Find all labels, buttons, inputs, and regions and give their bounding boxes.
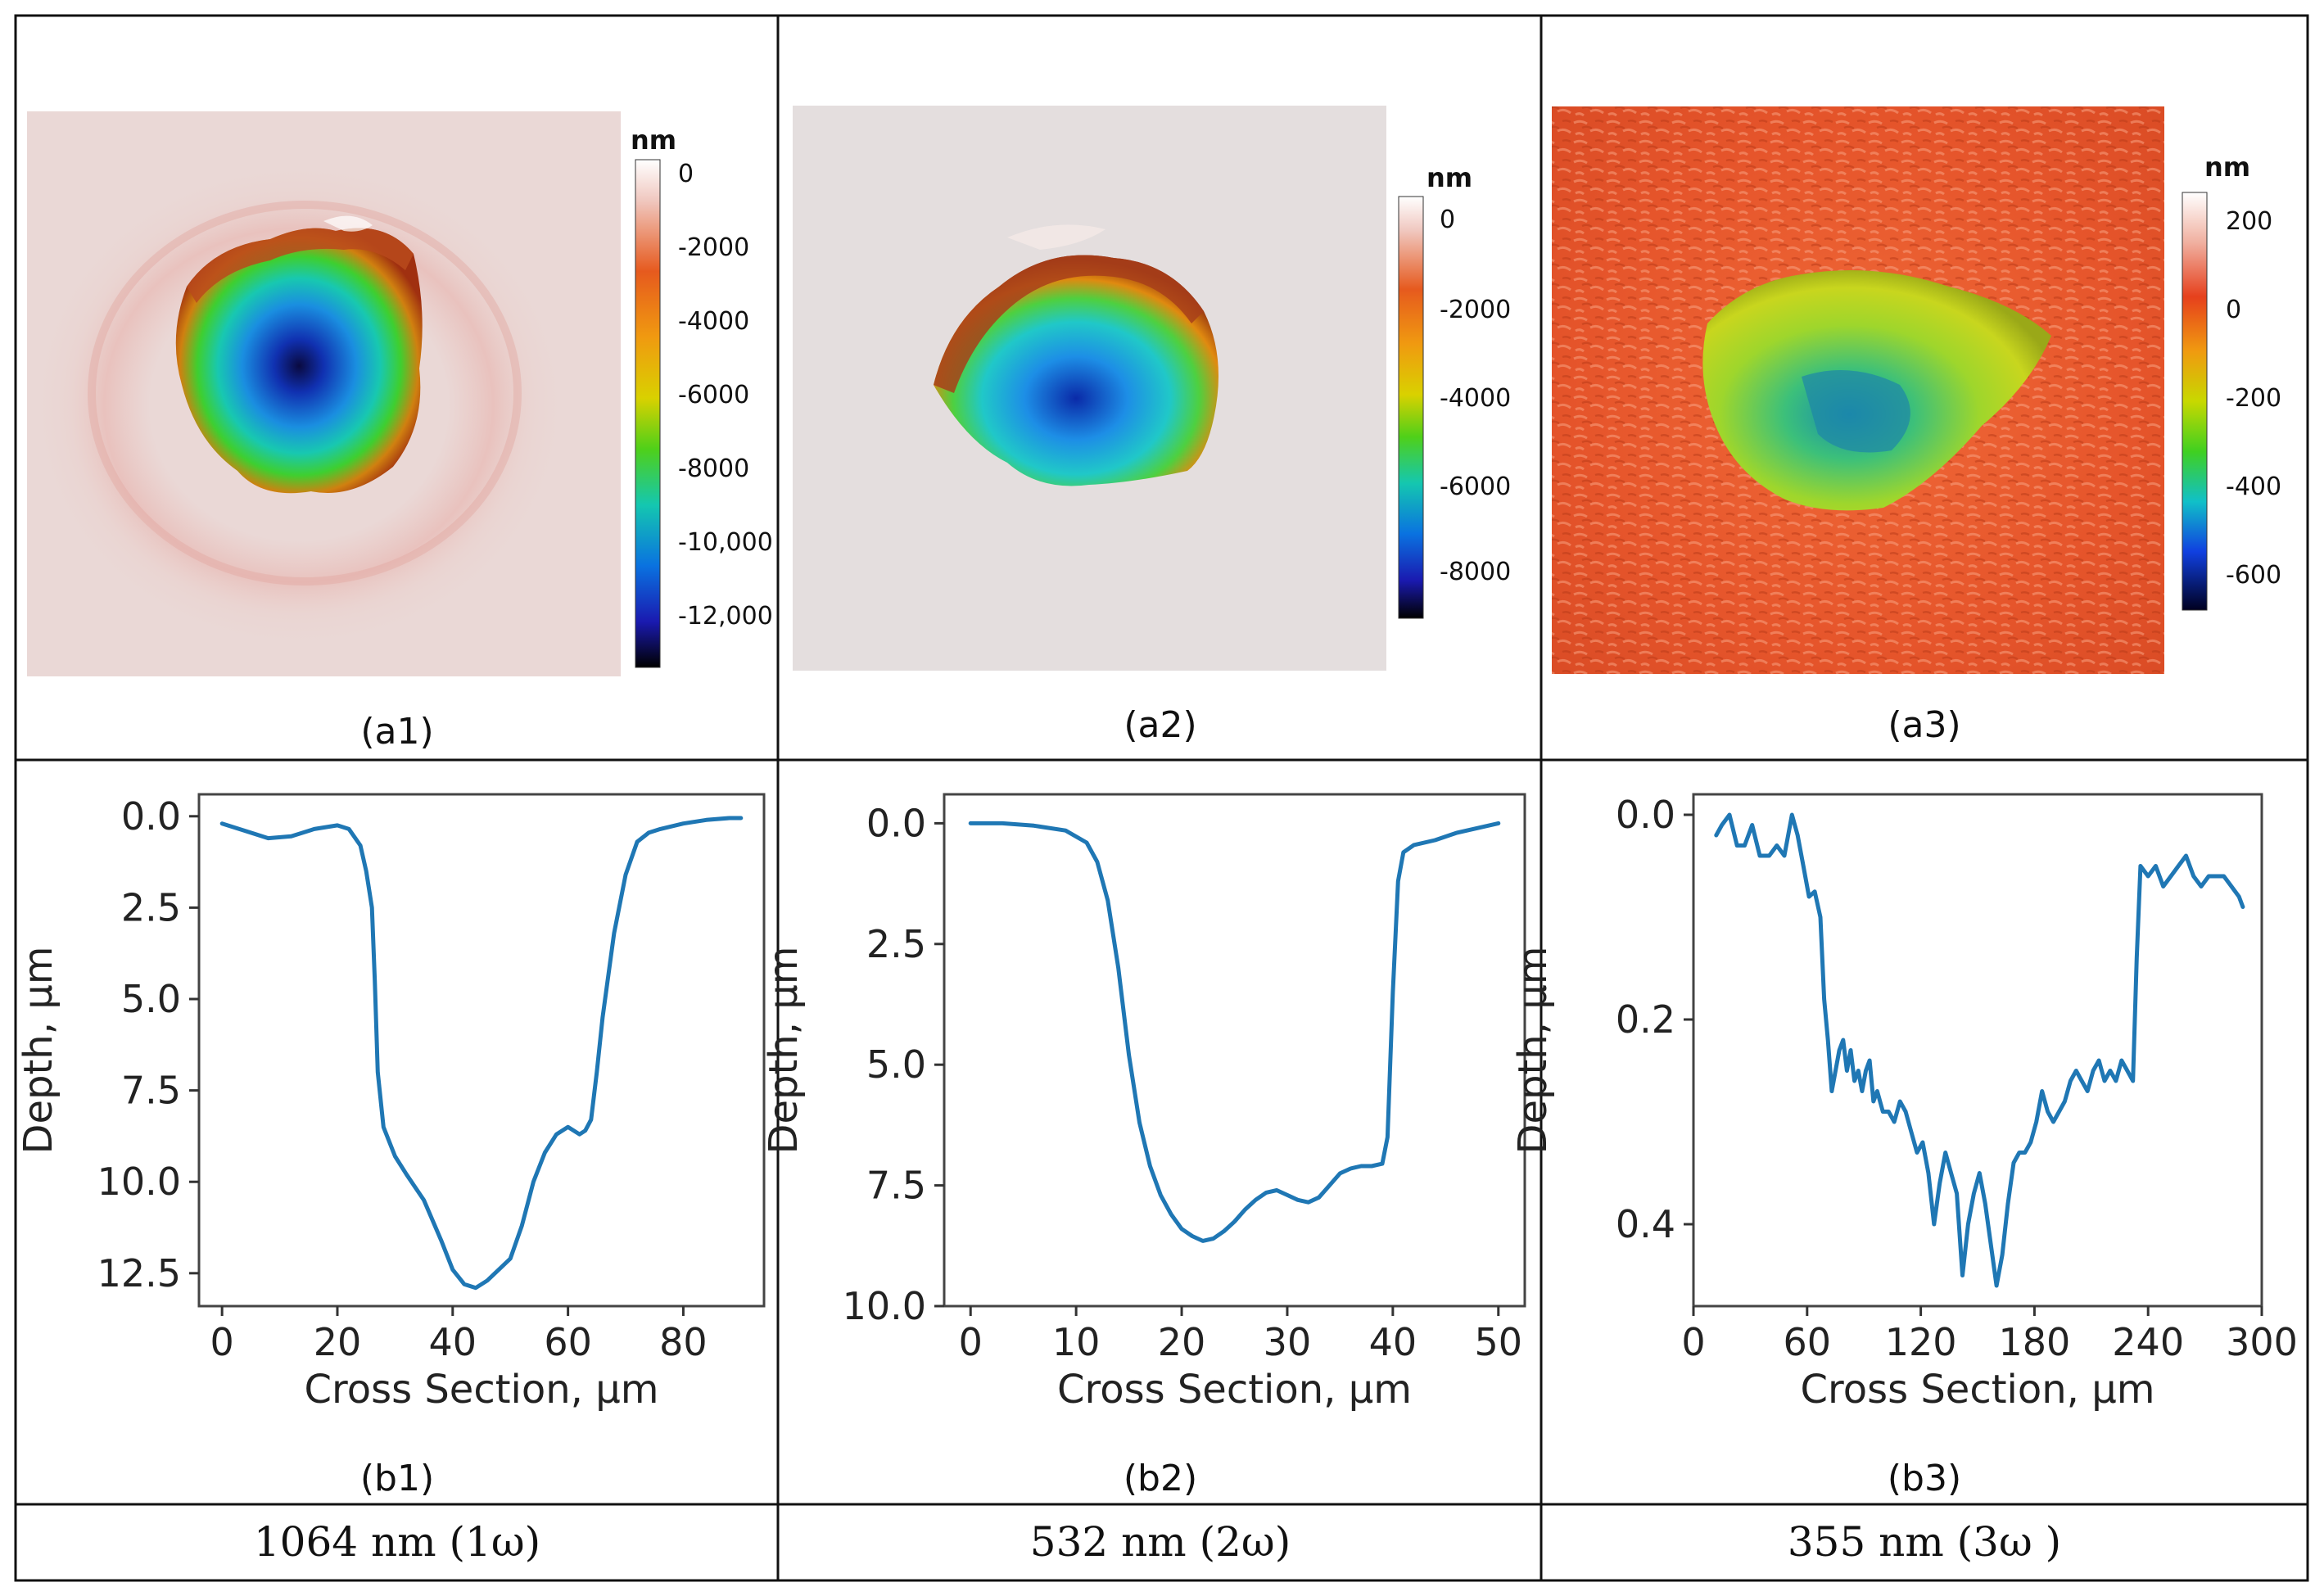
depth-profile-line xyxy=(219,816,744,1291)
colorbar-tick-a2: -4000 xyxy=(1440,384,1511,413)
colorbar-tick-a1: -4000 xyxy=(678,307,749,336)
colorbar-a2 xyxy=(1398,196,1424,619)
x-tick-label: 180 xyxy=(1998,1320,2070,1364)
caption-b1: (b1) xyxy=(360,1458,434,1499)
x-tick-label: 20 xyxy=(314,1320,362,1364)
y-tick-label: 7.5 xyxy=(121,1069,181,1113)
colorbar-tick-a3: 0 xyxy=(2226,296,2241,324)
depth-profile-chart-b1: 0 20 40 60 80 0.0 2.5 5.0 7.5 10.0 12.5 Cross Secti… xyxy=(16,793,766,1499)
rim-highlight-a1 xyxy=(323,215,373,232)
y-tick-label: 5.0 xyxy=(121,977,181,1021)
y-tick-label: 10.0 xyxy=(97,1160,181,1204)
wavelength-label-1: 1064 nm (1ω) xyxy=(254,1518,540,1566)
depth-profile-chart-b3: 0 60 120 180 240 300 0.0 0.2 0.4 Cross Section, μ… xyxy=(1510,793,2298,1499)
colorbar-unit-a2: nm xyxy=(1427,162,1472,193)
colorbar-tick-a3: 200 xyxy=(2226,207,2272,236)
plot-area-b2: 0 10 20 30 40 50 0.0 2.5 5.0 7.5 10.0 Cross Section… xyxy=(761,793,1526,1413)
y-tick-label: 2.5 xyxy=(121,885,181,929)
x-axis-label: Cross Section, μm xyxy=(1801,1367,2155,1413)
plot-area-b1: 0 20 40 60 80 0.0 2.5 5.0 7.5 10.0 12.5 Cross Secti… xyxy=(16,793,766,1413)
plot-area-b3: 0 60 120 180 240 300 0.0 0.2 0.4 Cross Section, μ… xyxy=(1510,793,2298,1413)
x-tick-label: 50 xyxy=(1474,1320,1522,1364)
plot-frame xyxy=(1692,793,2263,1308)
y-tick-label: 10.0 xyxy=(843,1284,926,1328)
x-tick-label: 240 xyxy=(2112,1320,2184,1364)
table-border xyxy=(14,14,2309,1582)
depth-profile-line xyxy=(1714,812,2245,1288)
x-axis-label: Cross Section, μm xyxy=(305,1367,659,1413)
crater-a1 xyxy=(175,228,423,494)
plot-frame xyxy=(197,793,766,1308)
y-tick-label: 0.4 xyxy=(1616,1202,1675,1246)
y-tick-label: 0.0 xyxy=(866,801,926,845)
y-tick-label: 12.5 xyxy=(97,1251,181,1295)
y-tick-label: 2.5 xyxy=(866,922,926,966)
caption-a1: (a1) xyxy=(360,711,433,753)
y-axis-label: Depth, μm xyxy=(1510,946,1556,1154)
y-tick-label: 0.0 xyxy=(1616,793,1675,837)
x-tick-label: 60 xyxy=(544,1320,592,1364)
depth-profile-chart-b2: 0 10 20 30 40 50 0.0 2.5 5.0 7.5 10.0 Cross Section… xyxy=(761,793,1526,1499)
crater-rim-a2 xyxy=(934,255,1204,393)
caption-b2: (b2) xyxy=(1124,1458,1197,1499)
x-tick-label: 20 xyxy=(1158,1320,1206,1364)
topography-image-a3: nm 200 0 -200 -400 -600 (a3) xyxy=(1552,106,2281,746)
depth-profile-line xyxy=(968,821,1501,1243)
x-tick-label: 0 xyxy=(210,1320,234,1364)
x-tick-label: 300 xyxy=(2226,1320,2298,1364)
colorbar-tick-a1: -8000 xyxy=(678,454,749,483)
caption-b3: (b3) xyxy=(1888,1458,1961,1499)
colorbar-tick-a1: -10,000 xyxy=(678,528,773,557)
x-tick-label: 30 xyxy=(1264,1320,1312,1364)
rim-highlight-a2 xyxy=(1007,224,1105,250)
colorbar-tick-a2: 0 xyxy=(1440,206,1455,234)
colorbar-tick-a1: -2000 xyxy=(678,233,749,262)
x-tick-label: 40 xyxy=(1369,1320,1417,1364)
wavelength-label-3: 355 nm (3ω ) xyxy=(1788,1518,2061,1566)
x-tick-label: 0 xyxy=(959,1320,983,1364)
colorbar-tick-a2: -2000 xyxy=(1440,296,1511,324)
colorbar-a1 xyxy=(635,159,661,668)
colorbar-unit-a1: nm xyxy=(631,124,676,156)
colorbar-unit-a3: nm xyxy=(2204,151,2250,183)
colorbar-tick-a1: -12,000 xyxy=(678,602,773,631)
x-tick-label: 80 xyxy=(659,1320,708,1364)
y-tick-label: 7.5 xyxy=(866,1164,926,1208)
colorbar-tick-a2: -6000 xyxy=(1440,472,1511,501)
colorbar-tick-a3: -200 xyxy=(2226,384,2281,413)
crater-floor-a3 xyxy=(1802,370,1910,453)
plot-frame xyxy=(943,793,1526,1308)
x-tick-label: 120 xyxy=(1885,1320,1957,1364)
caption-a3: (a3) xyxy=(1888,704,1960,746)
colorbar-tick-a1: 0 xyxy=(678,160,694,188)
y-axis-label: Depth, μm xyxy=(16,946,61,1154)
colorbar-a3 xyxy=(2182,192,2208,611)
x-tick-label: 0 xyxy=(1681,1320,1705,1364)
y-tick-label: 0.2 xyxy=(1616,997,1675,1042)
topography-image-a2: nm 0 -2000 -4000 -6000 -8000 (a2) xyxy=(793,106,1511,746)
x-tick-label: 40 xyxy=(429,1320,477,1364)
caption-a2: (a2) xyxy=(1124,704,1196,746)
x-tick-label: 60 xyxy=(1784,1320,1832,1364)
y-tick-label: 5.0 xyxy=(866,1042,926,1087)
crater-a2 xyxy=(934,255,1219,486)
x-tick-label: 10 xyxy=(1052,1320,1101,1364)
topography-image-a1: nm 0 -2000 -4000 -6000 -8000 -10,000 -12… xyxy=(27,111,773,753)
colorbar-tick-a1: -6000 xyxy=(678,381,749,409)
ripple-ring-a1 xyxy=(88,201,522,586)
table-grid xyxy=(14,14,2309,1582)
colorbar-tick-a2: -8000 xyxy=(1440,558,1511,586)
x-axis-label: Cross Section, μm xyxy=(1057,1367,1412,1413)
y-axis-label: Depth, μm xyxy=(761,946,807,1154)
y-tick-label: 0.0 xyxy=(121,794,181,839)
wavelength-label-2: 532 nm (2ω) xyxy=(1030,1518,1291,1566)
crater-rim-a1 xyxy=(187,228,414,303)
colorbar-tick-a3: -400 xyxy=(2226,472,2281,501)
colorbar-tick-a3: -600 xyxy=(2226,561,2281,590)
